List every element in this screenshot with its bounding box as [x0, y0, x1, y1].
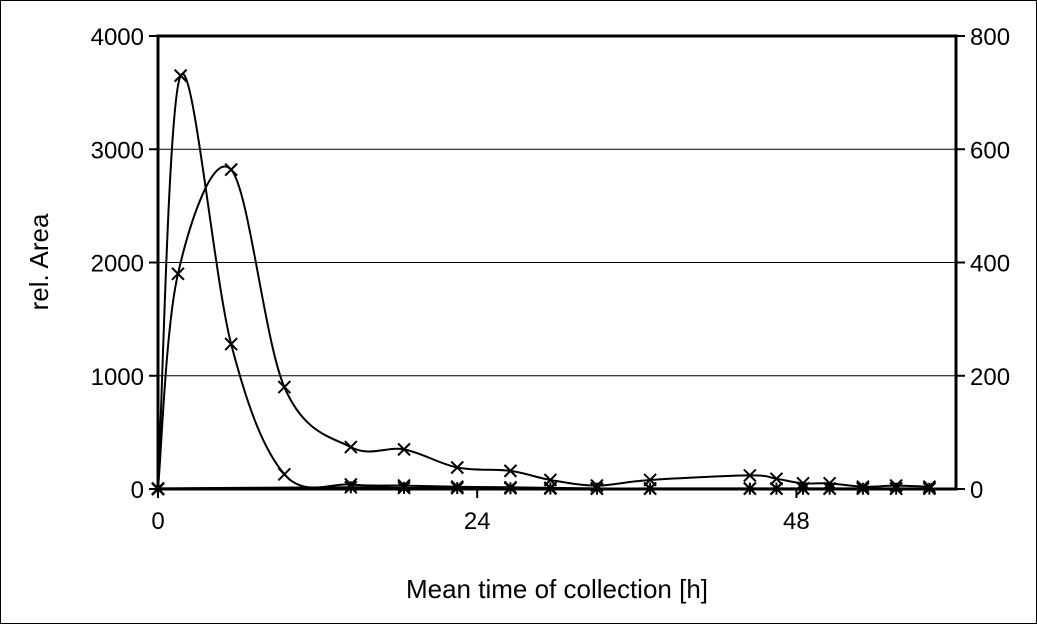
series-3	[151, 480, 937, 496]
data-point	[922, 481, 937, 496]
x-tick-label: 0	[151, 508, 164, 535]
y2-tick-label: 0	[970, 477, 983, 504]
y2-tick-label: 600	[970, 137, 1010, 164]
data-point	[224, 162, 238, 177]
y2-tick-label: 200	[970, 364, 1010, 391]
data-point	[277, 380, 292, 394]
y2-tick-label: 400	[970, 251, 1010, 278]
grid-lines	[158, 148, 956, 377]
data-point	[224, 337, 238, 351]
data-point	[590, 481, 604, 496]
data-point	[796, 481, 810, 496]
y-tick-label: 3000	[91, 137, 144, 164]
data-point	[171, 267, 185, 281]
y-tick-label: 1000	[91, 364, 144, 391]
data-point	[503, 481, 518, 496]
data-point	[743, 481, 757, 496]
y2-tick-label: 800	[970, 24, 1010, 51]
data-point	[397, 442, 411, 457]
data-point	[151, 481, 165, 496]
data-point	[889, 481, 903, 496]
data-point	[543, 481, 558, 496]
data-point	[344, 440, 358, 454]
data-point	[397, 481, 411, 495]
series-line	[157, 486, 930, 490]
data-point	[769, 472, 784, 486]
x-axis-title: Mean time of collection [h]	[406, 574, 708, 604]
data-point	[643, 481, 657, 496]
data-point	[856, 481, 870, 496]
data-point	[450, 481, 464, 495]
data-series	[151, 68, 937, 496]
y-tick-label: 4000	[91, 24, 144, 51]
data-point	[344, 480, 358, 495]
data-point	[503, 464, 518, 478]
y-axis-title: rel. Area	[24, 213, 54, 310]
data-point	[173, 68, 188, 83]
data-point	[743, 468, 757, 483]
y-tick-label: 0	[131, 477, 144, 504]
y-tick-label: 2000	[91, 251, 144, 278]
x-tick-label: 24	[464, 508, 491, 535]
data-point	[822, 481, 837, 496]
data-point	[769, 481, 784, 496]
axis-ticks: 0 1000 2000 3000 4000 0 200 400 600 800 0 24 48	[91, 24, 1010, 535]
data-point	[450, 460, 464, 475]
data-point	[277, 467, 292, 481]
x-tick-label: 48	[783, 508, 810, 535]
